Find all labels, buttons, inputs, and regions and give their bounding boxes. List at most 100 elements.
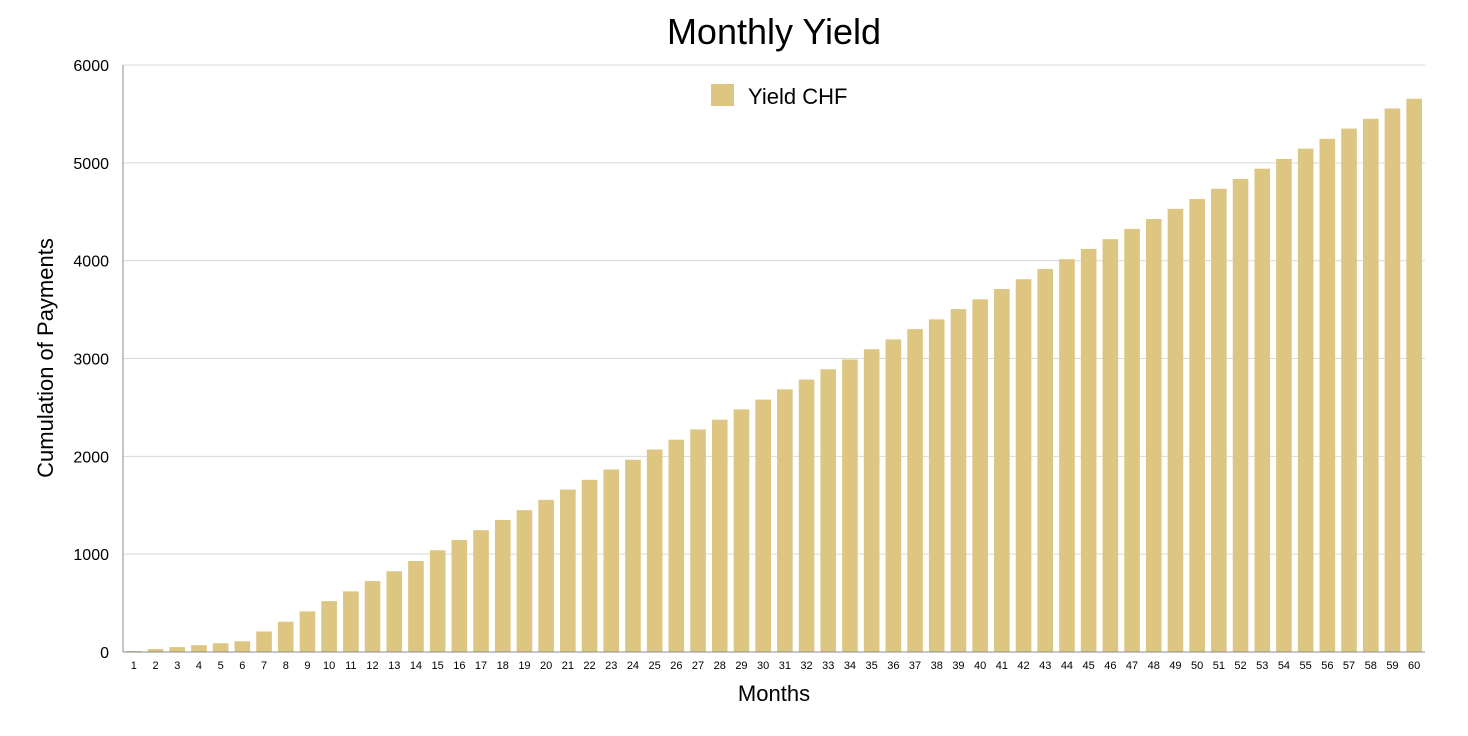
x-tick-label: 8	[283, 660, 289, 672]
bar-month-60	[1406, 98, 1422, 652]
y-tick-label: 4000	[73, 254, 109, 271]
bar-month-10	[321, 601, 337, 652]
bar-month-20	[538, 499, 554, 652]
bar-month-36	[885, 339, 902, 652]
axes	[122, 65, 1425, 653]
bar-month-35	[863, 349, 880, 652]
bar-month-29	[733, 409, 750, 652]
y-tick-labels: 0 1000 2000 3000 4000 5000 6000	[73, 58, 109, 662]
bar-month-40	[972, 299, 988, 652]
x-tick-label: 35	[866, 660, 878, 672]
bar-month-51	[1211, 188, 1227, 653]
x-tick-label: 57	[1343, 660, 1355, 672]
x-tick-label: 48	[1148, 660, 1160, 672]
bar-month-41	[994, 289, 1010, 652]
bar-month-14	[408, 561, 424, 652]
bar-month-30	[755, 399, 771, 652]
bar-month-11	[343, 591, 359, 652]
bar-month-39	[950, 309, 967, 652]
bar-month-52	[1232, 178, 1249, 652]
bar-month-42	[1015, 279, 1032, 652]
bar-month-34	[842, 359, 858, 652]
bar-month-54	[1276, 158, 1292, 653]
x-tick-label: 18	[497, 660, 509, 672]
x-tick-label: 44	[1061, 660, 1073, 672]
y-tick-label: 5000	[73, 156, 109, 173]
bar-month-38	[928, 319, 945, 652]
x-axis-label: Months	[738, 681, 810, 706]
x-tick-label: 22	[583, 660, 595, 672]
bar-month-49	[1167, 208, 1184, 652]
x-tick-label: 12	[366, 660, 378, 672]
bar-month-12	[364, 581, 381, 652]
x-tick-label: 9	[304, 660, 310, 672]
x-tick-label: 39	[952, 660, 964, 672]
bar-month-13	[386, 571, 403, 652]
bar-month-33	[820, 369, 837, 652]
bar-month-22	[581, 479, 598, 652]
bar-month-55	[1297, 148, 1314, 652]
y-tick-label: 6000	[73, 58, 109, 75]
x-tick-label: 54	[1278, 660, 1290, 672]
x-tick-label: 10	[323, 660, 335, 672]
bar-month-53	[1254, 168, 1271, 652]
bar-month-31	[777, 389, 793, 652]
x-tick-label: 13	[388, 660, 400, 672]
x-tick-labels: 1 2 3 4 5 6 7 8 9 10 11 12 13 14 15 16 17 18 19 20 21 22 23 24 2…	[131, 660, 1420, 672]
bar-month-2	[147, 649, 164, 652]
x-tick-label: 59	[1386, 660, 1398, 672]
bar-month-45	[1080, 248, 1097, 652]
bar-month-43	[1037, 268, 1054, 652]
x-tick-label: 43	[1039, 660, 1051, 672]
x-tick-label: 17	[475, 660, 487, 672]
x-tick-label: 21	[562, 660, 574, 672]
x-tick-label: 11	[345, 660, 356, 672]
y-tick-label: 0	[100, 645, 109, 662]
bar-month-58	[1362, 118, 1379, 652]
y-tick-label: 2000	[73, 449, 109, 466]
x-tick-label: 36	[887, 660, 899, 672]
x-tick-label: 30	[757, 660, 769, 672]
bar-month-26	[668, 439, 685, 652]
x-tick-label: 4	[196, 660, 202, 672]
legend-label: Yield CHF	[748, 84, 847, 109]
x-tick-label: 5	[218, 660, 224, 672]
x-tick-label: 32	[800, 660, 812, 672]
chart-title: Monthly Yield	[667, 11, 881, 52]
x-tick-label: 14	[410, 660, 422, 672]
x-tick-label: 41	[996, 660, 1008, 672]
x-tick-label: 33	[822, 660, 834, 672]
bar-month-8	[277, 621, 294, 652]
bar-month-50	[1189, 199, 1205, 652]
bars	[126, 98, 1422, 653]
x-tick-label: 46	[1104, 660, 1116, 672]
bar-month-27	[690, 429, 706, 652]
bar-month-23	[603, 469, 620, 652]
x-tick-label: 23	[605, 660, 617, 672]
bar-month-59	[1384, 108, 1401, 653]
x-tick-label: 49	[1169, 660, 1181, 672]
x-tick-label: 20	[540, 660, 552, 672]
x-tick-label: 1	[131, 660, 137, 672]
y-axis-label: Cumulation of Payments	[33, 238, 58, 478]
x-tick-label: 37	[909, 660, 921, 672]
bar-month-9	[299, 611, 316, 652]
x-tick-label: 60	[1408, 660, 1420, 672]
bar-month-6	[234, 641, 251, 652]
x-tick-label: 15	[432, 660, 444, 672]
y-tick-label: 3000	[73, 352, 109, 369]
x-tick-label: 25	[649, 660, 661, 672]
x-tick-label: 19	[518, 660, 530, 672]
x-tick-label: 56	[1321, 660, 1333, 672]
x-tick-label: 53	[1256, 660, 1268, 672]
x-tick-label: 24	[627, 660, 639, 672]
x-tick-label: 34	[844, 660, 856, 672]
bar-month-46	[1102, 239, 1119, 653]
bar-month-15	[429, 550, 446, 652]
bar-month-21	[560, 489, 576, 652]
legend-swatch	[711, 84, 734, 106]
x-tick-label: 6	[239, 660, 245, 672]
x-tick-label: 3	[174, 660, 180, 672]
